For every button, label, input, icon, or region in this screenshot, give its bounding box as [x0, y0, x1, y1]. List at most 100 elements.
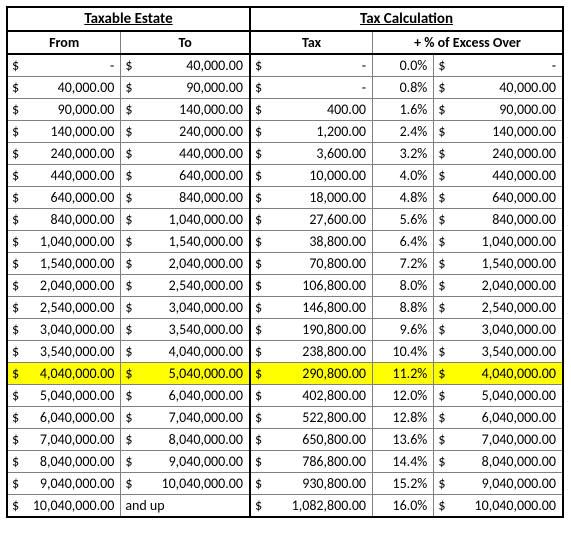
money-cell: $140,000.00 — [121, 99, 250, 121]
header-row-2: From To Tax + % of Excess Over — [7, 31, 563, 54]
money-cell: $840,000.00 — [434, 209, 563, 231]
header-taxable-estate: Taxable Estate — [7, 7, 250, 31]
money-cell: $3,040,000.00 — [434, 319, 563, 341]
pct-cell: 8.0% — [373, 275, 434, 297]
money-cell: $- — [250, 54, 373, 77]
money-cell: $3,540,000.00 — [7, 341, 121, 363]
money-cell: $440,000.00 — [7, 165, 121, 187]
pct-cell: 8.8% — [373, 297, 434, 319]
pct-cell: 5.6% — [373, 209, 434, 231]
money-cell: $10,000.00 — [250, 165, 373, 187]
money-cell: $106,800.00 — [250, 275, 373, 297]
table-row: $40,000.00$90,000.00$-0.8%$40,000.00 — [7, 77, 563, 99]
money-cell: $8,040,000.00 — [7, 451, 121, 473]
money-cell: $440,000.00 — [121, 143, 250, 165]
money-cell: $4,040,000.00 — [7, 363, 121, 385]
money-cell: $18,000.00 — [250, 187, 373, 209]
table-row: $5,040,000.00$6,040,000.00$402,800.0012.… — [7, 385, 563, 407]
money-cell: $1,040,000.00 — [121, 209, 250, 231]
pct-cell: 7.2% — [373, 253, 434, 275]
to-text-cell: and up — [121, 495, 250, 518]
money-cell: $140,000.00 — [7, 121, 121, 143]
money-cell: $1,540,000.00 — [121, 231, 250, 253]
money-cell: $1,540,000.00 — [7, 253, 121, 275]
money-cell: $7,040,000.00 — [7, 429, 121, 451]
pct-cell: 10.4% — [373, 341, 434, 363]
money-cell: $3,040,000.00 — [7, 319, 121, 341]
money-cell: $3,040,000.00 — [121, 297, 250, 319]
table-row: $2,540,000.00$3,040,000.00$146,800.008.8… — [7, 297, 563, 319]
table-row: $840,000.00$1,040,000.00$27,600.005.6%$8… — [7, 209, 563, 231]
money-cell: $440,000.00 — [434, 165, 563, 187]
money-cell: $1,040,000.00 — [434, 231, 563, 253]
pct-cell: 14.4% — [373, 451, 434, 473]
table-row: $90,000.00$140,000.00$400.001.6%$90,000.… — [7, 99, 563, 121]
money-cell: $290,800.00 — [250, 363, 373, 385]
header-row-1: Taxable Estate Tax Calculation — [7, 7, 563, 31]
money-cell: $10,040,000.00 — [121, 473, 250, 495]
money-cell: $40,000.00 — [121, 54, 250, 77]
pct-cell: 11.2% — [373, 363, 434, 385]
money-cell: $238,800.00 — [250, 341, 373, 363]
pct-cell: 9.6% — [373, 319, 434, 341]
table-row: $9,040,000.00$10,040,000.00$930,800.0015… — [7, 473, 563, 495]
money-cell: $640,000.00 — [121, 165, 250, 187]
money-cell: $146,800.00 — [250, 297, 373, 319]
money-cell: $27,600.00 — [250, 209, 373, 231]
money-cell: $10,040,000.00 — [434, 495, 563, 518]
money-cell: $1,082,800.00 — [250, 495, 373, 518]
table-row: $640,000.00$840,000.00$18,000.004.8%$640… — [7, 187, 563, 209]
money-cell: $2,040,000.00 — [434, 275, 563, 297]
table-row: $440,000.00$640,000.00$10,000.004.0%$440… — [7, 165, 563, 187]
money-cell: $- — [434, 54, 563, 77]
money-cell: $8,040,000.00 — [121, 429, 250, 451]
money-cell: $3,600.00 — [250, 143, 373, 165]
money-cell: $40,000.00 — [7, 77, 121, 99]
money-cell: $1,540,000.00 — [434, 253, 563, 275]
money-cell: $930,800.00 — [250, 473, 373, 495]
header-tax: Tax — [250, 31, 373, 54]
pct-cell: 12.0% — [373, 385, 434, 407]
money-cell: $640,000.00 — [7, 187, 121, 209]
table-body: $-$40,000.00$-0.0%$-$40,000.00 $90,000.00… — [7, 54, 563, 517]
pct-cell: 1.6% — [373, 99, 434, 121]
money-cell: $2,540,000.00 — [434, 297, 563, 319]
money-cell: $1,200.00 — [250, 121, 373, 143]
pct-cell: 12.8% — [373, 407, 434, 429]
header-tax-calculation: Tax Calculation — [250, 7, 563, 31]
table-row: $140,000.00$240,000.00$1,200.002.4%$140,… — [7, 121, 563, 143]
money-cell: $90,000.00 — [434, 99, 563, 121]
money-cell: $38,800.00 — [250, 231, 373, 253]
table-row: $2,040,000.00$2,540,000.00$106,800.008.0… — [7, 275, 563, 297]
header-from: From — [7, 31, 121, 54]
table-row: $240,000.00$440,000.00$3,600.003.2%$240,… — [7, 143, 563, 165]
table-row: $10,040,000.00and up$1,082,800.0016.0%$1… — [7, 495, 563, 518]
pct-cell: 2.4% — [373, 121, 434, 143]
money-cell: $240,000.00 — [7, 143, 121, 165]
pct-cell: 4.8% — [373, 187, 434, 209]
pct-cell: 4.0% — [373, 165, 434, 187]
pct-cell: 3.2% — [373, 143, 434, 165]
pct-cell: 0.8% — [373, 77, 434, 99]
money-cell: $6,040,000.00 — [434, 407, 563, 429]
money-cell: $840,000.00 — [7, 209, 121, 231]
money-cell: $2,540,000.00 — [7, 297, 121, 319]
money-cell: $190,800.00 — [250, 319, 373, 341]
pct-cell: 13.6% — [373, 429, 434, 451]
money-cell: $10,040,000.00 — [7, 495, 121, 518]
money-cell: $4,040,000.00 — [121, 341, 250, 363]
money-cell: $7,040,000.00 — [434, 429, 563, 451]
money-cell: $650,800.00 — [250, 429, 373, 451]
table-row: $-$40,000.00$-0.0%$- — [7, 54, 563, 77]
money-cell: $140,000.00 — [434, 121, 563, 143]
pct-cell: 0.0% — [373, 54, 434, 77]
money-cell: $840,000.00 — [121, 187, 250, 209]
money-cell: $2,040,000.00 — [121, 253, 250, 275]
table-row: $7,040,000.00$8,040,000.00$650,800.0013.… — [7, 429, 563, 451]
tax-table: Taxable Estate Tax Calculation From To T… — [6, 6, 564, 518]
money-cell: $786,800.00 — [250, 451, 373, 473]
table-row: $4,040,000.00$5,040,000.00$290,800.0011.… — [7, 363, 563, 385]
money-cell: $6,040,000.00 — [121, 385, 250, 407]
money-cell: $400.00 — [250, 99, 373, 121]
money-cell: $8,040,000.00 — [434, 451, 563, 473]
